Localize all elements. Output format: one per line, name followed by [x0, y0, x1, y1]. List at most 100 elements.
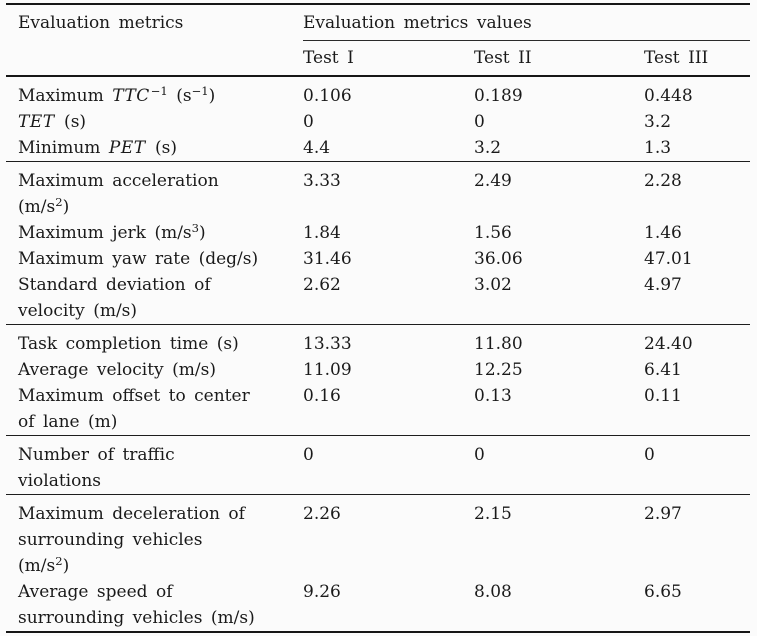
metric-label-line: Maximum jerk (m/s3) — [18, 220, 303, 246]
label-text: Maximum acceleration — [18, 171, 219, 191]
metric-value: 0.16 — [303, 386, 341, 406]
metric-value: 2.15 — [474, 504, 512, 524]
metric-label: Average speed of surrounding vehicles (m/… — [6, 579, 303, 632]
table-row: Standard deviation of velocity (m/s) 2.62 3… — [6, 272, 750, 325]
table-row: Maximum TTC−1 (s−1) 0.106 0.189 0.448 — [6, 76, 750, 109]
metric-group: Maximum deceleration of surrounding vehic… — [6, 494, 751, 633]
metric-label: Task completion time (s) — [6, 325, 303, 358]
metric-value: 2.62 — [303, 275, 341, 295]
column-header-test-1: Test I — [303, 48, 354, 68]
metric-label: Average velocity (m/s) — [6, 357, 303, 383]
metric-value: 36.06 — [474, 249, 523, 269]
metric-label: Maximum TTC−1 (s−1) — [6, 76, 303, 109]
metric-label-line: surrounding vehicles (m/s) — [18, 605, 303, 631]
metric-value: 0.106 — [303, 86, 352, 106]
metric-label-line: TET (s) — [18, 109, 303, 135]
metric-value: 2.26 — [303, 504, 341, 524]
metric-value: 11.09 — [303, 360, 352, 380]
label-text: Maximum jerk (m/s — [18, 223, 192, 243]
metric-label: Maximum yaw rate (deg/s) — [6, 246, 303, 272]
superscript-text: 3 — [191, 220, 200, 235]
metric-value: 3.2 — [644, 112, 672, 132]
header-row-top: Evaluation metrics Evaluation metrics va… — [6, 4, 751, 41]
column-header-test-2: Test II — [474, 48, 532, 68]
table-row: Average velocity (m/s) 11.09 12.25 6.41 — [6, 357, 750, 383]
metric-label-line: Maximum offset to center — [18, 383, 303, 409]
column-header-evaluation-metrics-values: Evaluation metrics values — [303, 4, 751, 41]
label-text: (s — [167, 86, 192, 106]
label-text: (m/s — [18, 556, 56, 576]
metric-label-line: Maximum TTC−1 (s−1) — [18, 83, 303, 109]
metric-label: Maximum jerk (m/s3) — [6, 220, 303, 246]
label-text: Number of traffic — [18, 445, 175, 465]
metric-value: 0 — [644, 445, 655, 465]
metric-value: 6.65 — [644, 582, 682, 602]
label-text: Standard deviation of — [18, 275, 211, 295]
metric-label: Maximum acceleration (m/s2) — [6, 162, 303, 221]
metric-value: 31.46 — [303, 249, 352, 269]
metric-value: 2.97 — [644, 504, 682, 524]
metric-value: 1.84 — [303, 223, 341, 243]
metric-value: 3.2 — [474, 138, 502, 158]
metric-value: 0.189 — [474, 86, 523, 106]
label-text: ) — [208, 86, 216, 106]
metric-value: 6.41 — [644, 360, 682, 380]
metric-label-line: Task completion time (s) — [18, 331, 303, 357]
metric-value: 1.3 — [644, 138, 672, 158]
metric-label-line: Minimum PET (s) — [18, 135, 303, 161]
label-text: violations — [18, 471, 102, 491]
metric-value: 11.80 — [474, 334, 523, 354]
metric-value: 12.25 — [474, 360, 523, 380]
label-text: (m/s — [18, 197, 56, 217]
metric-value: 1.56 — [474, 223, 512, 243]
label-text: of lane (m) — [18, 412, 118, 432]
metric-value: 24.40 — [644, 334, 693, 354]
metric-group: Maximum TTC−1 (s−1) 0.106 0.189 0.448 TET (s… — [6, 76, 751, 162]
label-text: Maximum yaw rate (deg/s) — [18, 249, 259, 269]
metric-value: 13.33 — [303, 334, 352, 354]
metric-label: Number of traffic violations — [6, 436, 303, 495]
table-row: Maximum deceleration of surrounding vehic… — [6, 495, 750, 580]
label-text: Minimum — [18, 138, 109, 158]
metric-group: Maximum acceleration (m/s2) 3.33 2.49 2.28 Ma… — [6, 161, 751, 325]
label-text: ) — [62, 197, 70, 217]
table-row: Maximum offset to center of lane (m) 0.16 0… — [6, 383, 750, 436]
label-text: ) — [199, 223, 206, 243]
label-text: surrounding vehicles — [18, 530, 203, 550]
label-text: surrounding vehicles (m/s) — [18, 608, 255, 628]
label-text: velocity (m/s) — [18, 301, 138, 321]
metric-value: 47.01 — [644, 249, 693, 269]
metric-label-line: Standard deviation of — [18, 272, 303, 298]
table-row: TET (s) 0 0 3.2 — [6, 109, 750, 135]
metric-label-line: surrounding vehicles — [18, 527, 303, 553]
metric-value: 0.11 — [644, 386, 682, 406]
metric-label-line: Maximum acceleration — [18, 168, 303, 194]
superscript-text: −1 — [191, 83, 209, 98]
table-row: Maximum yaw rate (deg/s) 31.46 36.06 47.01 — [6, 246, 750, 272]
metric-value: 4.4 — [303, 138, 331, 158]
label-text: Average velocity (m/s) — [18, 360, 216, 380]
metric-value: 0 — [474, 445, 485, 465]
metric-label-line: violations — [18, 468, 303, 494]
metric-value: 0 — [303, 445, 314, 465]
metric-label-line: velocity (m/s) — [18, 298, 303, 324]
metric-label-line: Maximum deceleration of — [18, 501, 303, 527]
italic-math-text: PET — [108, 138, 146, 158]
label-text: (s) — [55, 112, 87, 132]
header-row-tests: Test I Test II Test III — [6, 41, 750, 77]
metric-label-line: Average speed of — [18, 579, 303, 605]
metric-group: Task completion time (s) 13.33 11.80 24.40 A… — [6, 324, 751, 436]
superscript-text: −1 — [150, 83, 168, 98]
table-row: Minimum PET (s) 4.4 3.2 1.3 — [6, 135, 750, 162]
label-text: Maximum offset to center — [18, 386, 250, 406]
metric-label: Maximum deceleration of surrounding vehic… — [6, 495, 303, 580]
italic-math-text: TET — [18, 112, 55, 132]
metric-value: 0.13 — [474, 386, 512, 406]
label-text: (s) — [146, 138, 178, 158]
label-text: Maximum — [18, 86, 113, 106]
metric-label: TET (s) — [6, 109, 303, 135]
column-header-evaluation-metrics: Evaluation metrics — [18, 13, 184, 33]
metric-label: Minimum PET (s) — [6, 135, 303, 162]
metric-label-line: Number of traffic — [18, 442, 303, 468]
